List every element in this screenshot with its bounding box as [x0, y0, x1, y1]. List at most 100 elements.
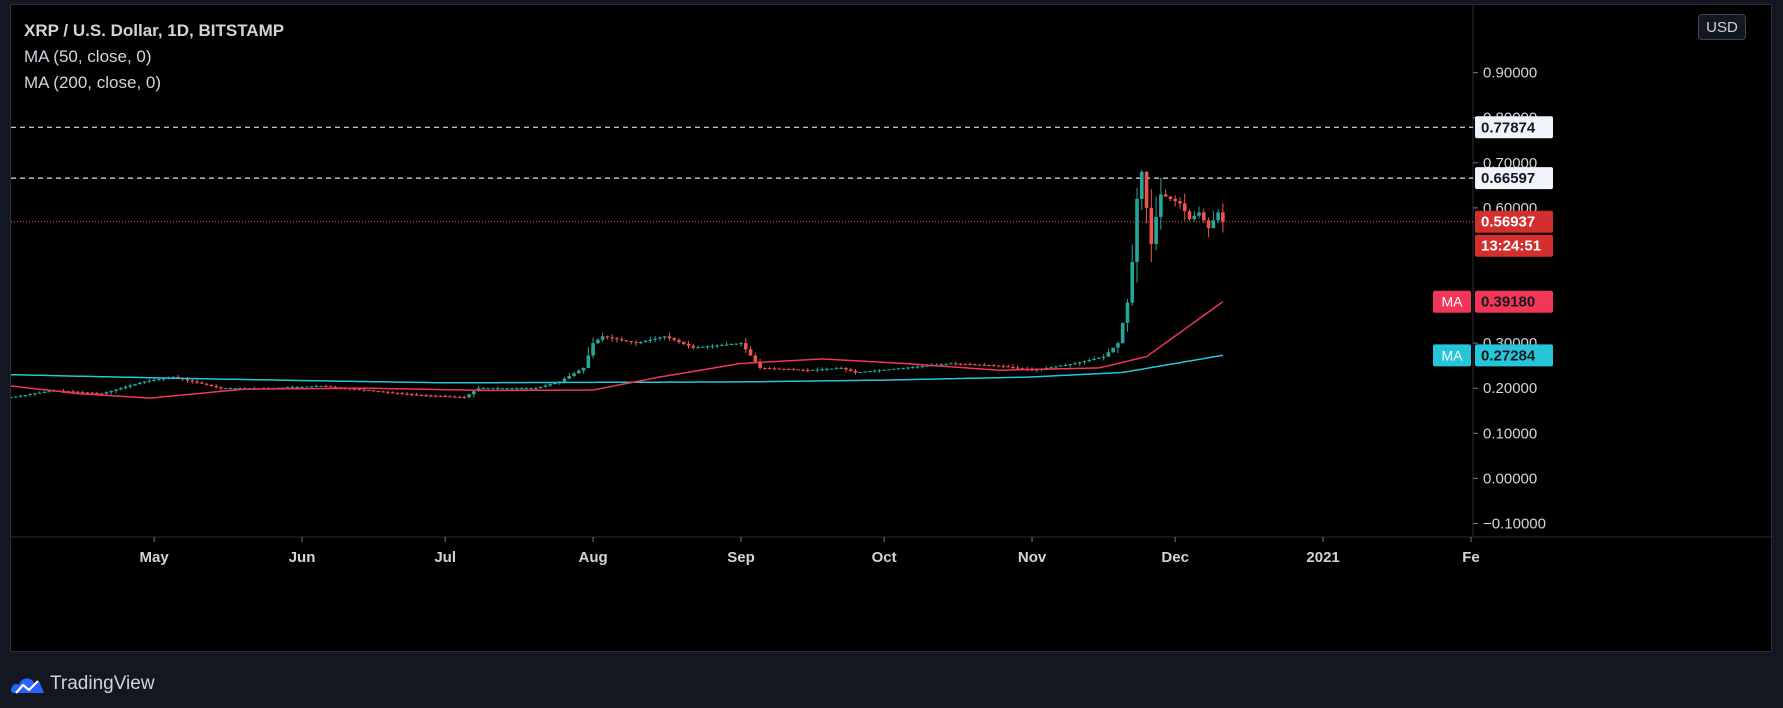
candle-body [1159, 194, 1163, 217]
candle-body [214, 385, 218, 388]
candle-body [1211, 220, 1216, 229]
ma50-line [11, 301, 1224, 399]
chart-title: XRP / U.S. Dollar, 1D, BITSTAMP [24, 21, 285, 40]
tradingview-cloud-icon[interactable] [10, 672, 46, 696]
candle-body [796, 369, 801, 371]
candle-body [142, 381, 147, 383]
candle-body [381, 391, 385, 393]
candle-body [906, 367, 910, 369]
candle-body [204, 383, 209, 385]
candle-body [1120, 322, 1125, 344]
currency-button[interactable]: USD [1698, 14, 1746, 40]
candle-body [624, 340, 629, 342]
candle-body [328, 386, 333, 388]
candle-body [829, 368, 834, 370]
candle-body [414, 394, 419, 396]
candle-body [519, 388, 524, 390]
candle-body [720, 344, 724, 346]
candle-body [200, 382, 204, 384]
candle-body [1068, 364, 1073, 366]
candle-body [1106, 352, 1111, 357]
candle-body [825, 368, 829, 370]
x-tick-label: Fe [1462, 549, 1480, 566]
candle-body [1221, 212, 1225, 222]
candle-body [104, 392, 109, 394]
candle-body [433, 395, 438, 397]
candle-body [33, 393, 37, 395]
candle-body [309, 386, 314, 388]
candle-body [1125, 302, 1130, 323]
candle-body [357, 389, 362, 391]
candle-body [910, 367, 915, 369]
candle-body [118, 388, 123, 390]
candle-body [1092, 358, 1096, 361]
candle-body [472, 391, 476, 395]
candle-body [848, 369, 853, 371]
candle-body [610, 337, 614, 339]
candle-body [572, 373, 576, 377]
candle-body [1101, 356, 1106, 358]
candle-body [662, 336, 667, 338]
candle-body [1077, 362, 1082, 364]
footer-brand[interactable]: TradingView [50, 673, 155, 694]
candle-body [1139, 171, 1144, 199]
candle-body [791, 369, 796, 371]
ma50-legend[interactable]: MA (50, close, 0) [24, 47, 152, 66]
candle-body [696, 347, 700, 349]
candle-body [944, 363, 948, 365]
candle-body [548, 384, 552, 386]
candle-body [152, 379, 156, 381]
candle-body [1087, 360, 1092, 362]
candle-body [1011, 366, 1015, 368]
candle-body [543, 385, 548, 387]
candle-body [977, 364, 982, 366]
ma200-legend[interactable]: MA (200, close, 0) [24, 73, 162, 92]
candle-body [844, 367, 848, 370]
candle-body [1178, 201, 1182, 204]
candle-body [581, 367, 586, 371]
candle-body [596, 339, 600, 344]
candle-body [1015, 367, 1020, 369]
candle-body [963, 363, 968, 365]
candle-body [1049, 367, 1053, 369]
candle-body [1154, 216, 1158, 244]
x-tick-label: Oct [872, 549, 897, 566]
candle-body [1202, 212, 1206, 221]
candle-body [457, 396, 462, 398]
candle-body [114, 389, 118, 391]
candle-body [71, 391, 75, 393]
last-price-label-bg [1475, 210, 1553, 233]
candle-body [376, 390, 381, 392]
candle-body [1144, 171, 1149, 208]
candle-body [925, 365, 929, 367]
candle-body [1192, 215, 1197, 220]
candle-body [686, 343, 691, 346]
candle-body [705, 346, 710, 348]
candle-body [128, 385, 133, 387]
candle-body [514, 388, 519, 390]
chart-canvas[interactable]: 0.900000.800000.700000.600000.300000.200… [11, 5, 1773, 653]
candle-body [1116, 343, 1120, 348]
candle-body [801, 369, 805, 371]
candle-body [300, 386, 304, 388]
candle-body [982, 364, 987, 366]
candle-body [920, 366, 925, 368]
candle-body [734, 343, 739, 345]
candle-body [157, 379, 161, 381]
candle-body [1063, 364, 1068, 366]
candle-body [653, 338, 657, 340]
candle-body [643, 340, 648, 343]
y-tick-label: 0.00000 [1483, 470, 1537, 487]
countdown-label-bg [1475, 234, 1553, 257]
candle-body [1020, 368, 1025, 370]
candle-body [219, 387, 223, 389]
candle-body [133, 384, 137, 386]
ma200-value: 0.27284 [1481, 347, 1536, 364]
candle-body [891, 368, 896, 370]
ma200-tag: MA [1442, 347, 1464, 363]
candle-body [386, 391, 390, 393]
candle-body [1149, 207, 1154, 244]
candle-body [295, 386, 300, 388]
candle-body [915, 366, 920, 368]
candle-body [1173, 198, 1177, 202]
